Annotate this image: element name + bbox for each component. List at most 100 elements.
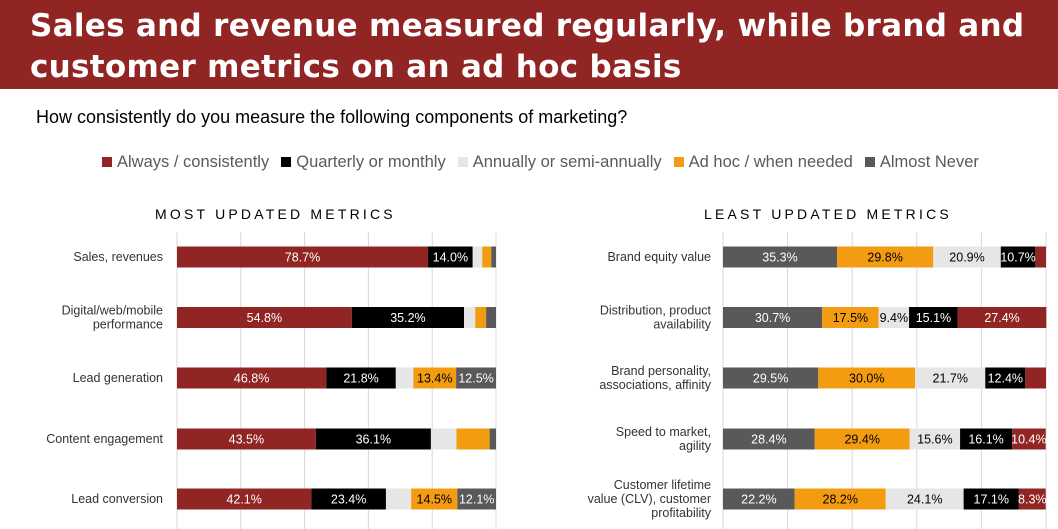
data-label: 14.0% [433, 251, 468, 265]
bar-segment [177, 367, 327, 389]
data-label: 12.1% [459, 493, 494, 507]
legend-label: Ad hoc / when needed [688, 152, 853, 171]
bar-segment [837, 246, 934, 268]
data-label: 21.8% [343, 372, 378, 386]
category-label-line: Distribution, product [600, 304, 712, 318]
bar-segment [351, 307, 465, 328]
bar-segment [177, 488, 312, 510]
bar-segment [963, 488, 1019, 510]
legend-swatch [673, 157, 684, 167]
data-label: 30.0% [849, 372, 884, 386]
legend-swatch [457, 157, 468, 167]
panel-title-most-updated: MOST UPDATED METRICS [155, 206, 396, 222]
bar-segment [472, 246, 483, 268]
bar-segment [1012, 428, 1046, 450]
category-label: Brand equity value [607, 250, 711, 264]
data-label: 35.2% [390, 311, 425, 325]
data-label: 15.1% [916, 311, 951, 325]
category-label-line: Lead conversion [71, 492, 163, 506]
category-label-line: Lead generation [73, 371, 163, 385]
legend-label: Annually or semi-annually [472, 152, 662, 171]
category-label: Content engagement [46, 432, 163, 446]
bar-segment [818, 367, 916, 389]
legend-item: Almost Never [864, 153, 979, 172]
bar-segment [482, 246, 492, 268]
bar-segment [822, 307, 879, 328]
bar-segment [430, 428, 457, 450]
bar-segment [413, 367, 457, 389]
bar-segment [475, 307, 487, 328]
page-title-line-1: Sales and revenue measured regularly, wh… [30, 8, 1025, 44]
legend-item: Annually or semi-annually [457, 152, 662, 172]
bar-segment [457, 488, 496, 510]
bar-segment [915, 367, 986, 389]
data-label: 46.8% [234, 372, 269, 386]
legend-swatch [864, 157, 875, 167]
data-label: 12.4% [988, 372, 1023, 386]
bar-segment [909, 428, 961, 450]
data-label: 78.7% [285, 251, 320, 265]
data-label: 20.9% [949, 251, 984, 265]
bar-segment [985, 367, 1026, 389]
category-label: Customer lifetime value (CLV), customer pr… [588, 478, 712, 520]
data-label: 30.7% [755, 311, 790, 325]
data-label: 27.4% [984, 311, 1019, 325]
data-label: 13.4% [417, 372, 452, 386]
bar-segment [960, 428, 1013, 450]
legend-item: Always / consistently [102, 153, 269, 172]
bar-segment [1035, 246, 1046, 268]
category-label: Lead generation [73, 371, 163, 385]
bar-segment [411, 488, 458, 510]
bar-segment [177, 428, 316, 450]
category-label-line: availability [653, 318, 711, 332]
bar-segment [177, 307, 352, 328]
bar-segment [1000, 246, 1036, 268]
category-label-line: Sales, revenues [73, 250, 163, 264]
category-label-line: performance [93, 318, 163, 332]
data-label: 8.3% [1018, 493, 1047, 507]
legend-label: Quarterly or monthly [296, 152, 446, 171]
title-banner: Sales and revenue measured regularly, wh… [0, 0, 1058, 89]
data-label: 17.1% [974, 493, 1009, 507]
category-label: Brand personality, associations, affinity [599, 364, 711, 392]
category-label-line: Digital/web/mobile [62, 304, 163, 318]
page-title-line-2: customer metrics on an ad hoc basis [30, 49, 682, 85]
data-label: 35.3% [762, 251, 797, 265]
bar-segment [909, 307, 958, 328]
category-label-line: Brand personality, [611, 364, 711, 378]
bar-segment [794, 488, 886, 510]
bar-segment [1018, 488, 1046, 510]
bar-segment [957, 307, 1047, 328]
bar-segment [315, 428, 431, 450]
bar-segment [723, 246, 838, 268]
data-label: 24.1% [907, 493, 942, 507]
data-label: 12.5% [458, 372, 493, 386]
data-label: 28.2% [823, 493, 858, 507]
data-label: 42.1% [226, 493, 261, 507]
category-label-line: Speed to market, [616, 425, 711, 439]
data-label: 28.4% [751, 433, 786, 447]
category-label-line: Content engagement [46, 432, 163, 446]
category-label: Speed to market, agility [616, 425, 712, 453]
data-label: 29.4% [844, 433, 879, 447]
bar-segment [311, 488, 386, 510]
bar-segment [326, 367, 396, 389]
data-label: 43.5% [229, 433, 264, 447]
category-label: Lead conversion [71, 492, 163, 506]
data-label: 15.6% [917, 433, 952, 447]
bar-segment [177, 246, 429, 268]
survey-question: How consistently do you measure the foll… [36, 107, 628, 127]
data-label: 23.4% [331, 493, 366, 507]
category-label-line: associations, affinity [599, 378, 711, 392]
bar-segment [885, 488, 964, 510]
data-label: 29.8% [867, 251, 902, 265]
category-label-line: profitability [651, 506, 711, 520]
bar-segment [723, 428, 815, 450]
legend-swatch [102, 157, 112, 167]
data-label: 21.7% [933, 372, 968, 386]
data-label: 22.2% [741, 493, 776, 507]
category-label-line: Customer lifetime [614, 478, 711, 492]
bar-segment [878, 307, 910, 328]
bar-segment [1025, 367, 1046, 389]
